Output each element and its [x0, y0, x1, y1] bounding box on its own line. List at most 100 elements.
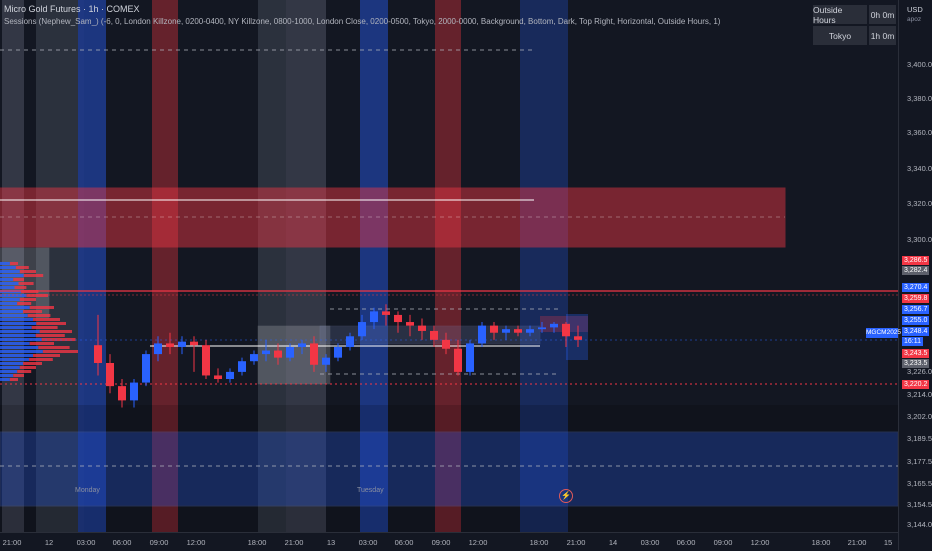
price-tick: 3,154.5 — [907, 500, 932, 509]
volume-profile-bar — [19, 270, 36, 273]
candle-body — [430, 330, 438, 340]
volume-profile-bar — [0, 262, 10, 265]
volume-profile-bar — [0, 286, 15, 289]
volume-profile-bar — [27, 314, 51, 317]
candle-body — [538, 327, 546, 330]
volume-profile-bar — [42, 350, 78, 353]
price-tick: 3,360.0 — [907, 128, 932, 137]
volume-profile-bar — [36, 322, 66, 325]
volume-profile-bar — [13, 278, 24, 281]
candle-body — [370, 311, 378, 323]
volume-profile-bar — [9, 262, 18, 265]
volume-profile-bar — [0, 306, 30, 309]
lightning-icon[interactable]: ⚡ — [559, 489, 573, 503]
candle-body — [106, 362, 114, 387]
session-band — [78, 0, 106, 532]
price-tick: 3,189.5 — [907, 434, 932, 443]
candle-body — [118, 386, 126, 401]
volume-profile-bar — [0, 366, 20, 369]
candle-body — [346, 336, 354, 347]
volume-profile-bar — [19, 298, 36, 301]
candle-body — [382, 311, 390, 315]
volume-profile-bar — [0, 342, 30, 345]
price-label: 3,220.2 — [902, 380, 930, 389]
price-label: 3,259.8 — [902, 294, 930, 303]
price-axis[interactable]: USD apoz 3,400.0 3,380.0 3,360.0 3,340.0 3,3… — [898, 0, 932, 550]
time-tick: 09:00 — [431, 538, 451, 547]
price-tick: 3,320.0 — [907, 199, 932, 208]
volume-profile-bar — [0, 370, 18, 373]
time-axis[interactable]: 21:00 12 03:00 06:00 09:00 12:00 18:00 21:00 13 0… — [0, 532, 898, 551]
time-tick: 18:00 — [811, 538, 831, 547]
candle-body — [178, 341, 186, 347]
volume-profile-bar — [9, 378, 18, 381]
session-value-tokyo: 1h 0m — [869, 26, 896, 45]
volume-profile-bar — [41, 338, 76, 341]
candle-body — [202, 345, 210, 376]
currency-label[interactable]: USD apoz — [907, 5, 923, 23]
time-tick: 09:00 — [149, 538, 169, 547]
demand-zone — [0, 431, 898, 507]
volume-profile-bar — [0, 326, 32, 329]
price-label: 3,256.7 — [902, 305, 930, 314]
volume-profile-bar — [13, 374, 24, 377]
candle-body — [298, 343, 306, 347]
candle-body — [442, 339, 450, 349]
session-band — [435, 0, 461, 532]
candle-body — [310, 343, 318, 365]
candle-body — [142, 354, 150, 383]
price-label: 3,233.5 — [902, 359, 930, 368]
volume-profile-bar — [39, 330, 72, 333]
time-tick: 14 — [608, 538, 618, 547]
session-band — [286, 0, 326, 532]
price-label: 16:11 — [902, 337, 923, 346]
time-tick: 12:00 — [750, 538, 770, 547]
volume-profile-bar — [15, 266, 29, 269]
candle-body — [478, 325, 486, 344]
time-tick: 06:00 — [676, 538, 696, 547]
time-tick: 06:00 — [394, 538, 414, 547]
time-tick: 21:00 — [284, 538, 304, 547]
candles-group — [94, 304, 582, 408]
time-tick: 03:00 — [640, 538, 660, 547]
time-tick: 18:00 — [529, 538, 549, 547]
candle-body — [94, 345, 102, 363]
candle-body — [502, 329, 510, 333]
volume-profile-bar — [29, 342, 54, 345]
session-band — [36, 0, 84, 532]
session-band — [152, 0, 178, 532]
price-tick: 3,165.5 — [907, 479, 932, 488]
volume-profile-bar — [0, 314, 28, 317]
candle-body — [154, 343, 162, 355]
volume-profile-bar — [0, 362, 24, 365]
candle-body — [262, 350, 270, 355]
price-tick: 3,380.0 — [907, 94, 932, 103]
candle-body — [454, 348, 462, 372]
volume-profile-bar — [0, 374, 14, 377]
price-tick: 3,300.0 — [907, 235, 932, 244]
candle-body — [226, 371, 234, 380]
price-label: 3,270.4 — [902, 283, 930, 292]
volume-profile-bar — [26, 294, 48, 297]
volume-profile-bar — [0, 322, 37, 325]
volume-profile-bar — [0, 274, 24, 277]
volume-profile-bar — [23, 362, 42, 365]
volume-profile-bar — [0, 350, 43, 353]
volume-profile-bar — [0, 298, 20, 301]
candle-body — [286, 346, 294, 358]
volume-profile-bar — [0, 310, 24, 313]
time-tick: 12 — [44, 538, 54, 547]
volume-profile-bar — [0, 358, 30, 361]
candle-body — [214, 375, 222, 380]
indicator-legend[interactable]: Sessions (Nephew_Sam_) (-6, 0, London Ki… — [4, 17, 721, 26]
chart-title: Micro Gold Futures · 1h · COMEX — [4, 4, 140, 14]
candle-body — [190, 341, 198, 346]
chart-canvas[interactable] — [0, 0, 898, 532]
time-tick: 13 — [326, 538, 336, 547]
time-tick: 21:00 — [847, 538, 867, 547]
candle-body — [130, 382, 138, 401]
volume-profile-bar — [0, 346, 39, 349]
volume-profile-bar — [38, 346, 70, 349]
session-name-tokyo: Tokyo — [813, 26, 867, 45]
candle-body — [274, 350, 282, 358]
